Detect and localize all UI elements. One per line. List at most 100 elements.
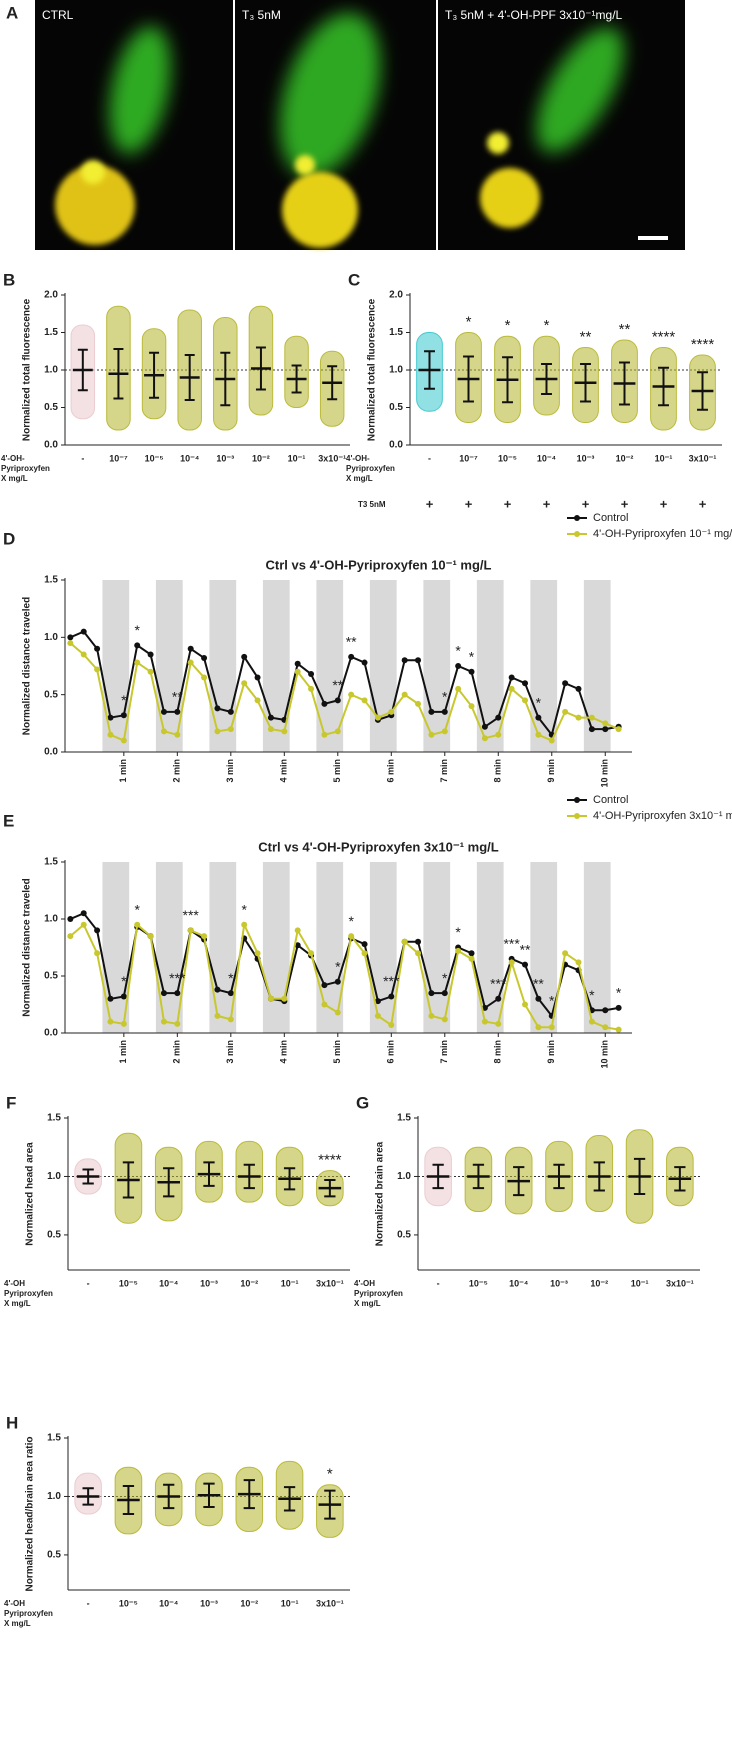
data-point: [227, 708, 234, 715]
y-tick-label: 1.5: [389, 327, 403, 338]
row-label: 4'-OH: [4, 1599, 25, 1608]
x-tick-label: 10⁻⁷: [459, 453, 478, 463]
row-label: Pyriproxyfen: [354, 1289, 403, 1298]
data-point: [348, 691, 355, 698]
data-point: [67, 634, 74, 641]
data-point: [187, 645, 194, 652]
data-point: [602, 726, 609, 733]
data-point: [415, 700, 422, 707]
data-point: [602, 1024, 609, 1031]
data-point: [134, 642, 141, 649]
data-point: [120, 1020, 127, 1027]
image-label: T₃ 5nM + 4'-OH-PPF 3x10⁻¹mg/L: [445, 8, 623, 22]
significance: **: [533, 976, 544, 992]
legend-marker: [574, 531, 580, 537]
significance: *: [442, 689, 448, 705]
data-point: [562, 708, 569, 715]
data-point: [334, 728, 341, 735]
data-point: [241, 921, 248, 928]
significance: *: [536, 694, 542, 710]
x-tick-label: 10⁻⁴: [509, 1278, 528, 1288]
image-t3: [279, 12, 381, 248]
data-point: [160, 708, 167, 715]
row-value: +: [426, 496, 434, 511]
x-tick-label: 10 min: [600, 759, 610, 788]
data-point: [94, 950, 101, 957]
x-tick-label: 1 min: [118, 759, 128, 783]
significance: ***: [183, 907, 200, 923]
data-point: [160, 1018, 167, 1025]
x-tick-label: 4 min: [279, 759, 289, 783]
significance: **: [332, 677, 343, 693]
data-point: [535, 731, 542, 738]
data-point: [160, 728, 167, 735]
y-tick-label: 1.5: [397, 1113, 411, 1124]
row-value: +: [582, 496, 590, 511]
row-label: 4'-OH: [4, 1279, 25, 1288]
y-axis-label: Normalized brain area: [375, 1141, 386, 1246]
row-value: +: [699, 496, 707, 511]
image-label: T₃ 5nM: [242, 8, 281, 22]
data-point: [562, 950, 569, 957]
data-point: [334, 697, 341, 704]
data-point: [227, 726, 234, 733]
x-tick-label: 3x10⁻¹: [316, 1598, 344, 1608]
significance: *: [228, 970, 234, 986]
x-tick-label: 10⁻²: [240, 1278, 258, 1288]
data-point: [468, 950, 475, 957]
row-label: X mg/L: [4, 1299, 31, 1308]
y-tick-label: 1.0: [44, 632, 58, 643]
data-point: [80, 910, 87, 917]
x-tick-label: 10 min: [600, 1040, 610, 1069]
data-point: [508, 674, 515, 681]
data-point: [94, 927, 101, 934]
y-tick-label: 0.5: [44, 689, 58, 700]
x-tick-label: 10⁻⁴: [180, 453, 199, 463]
data-point: [374, 714, 381, 721]
data-point: [107, 995, 114, 1002]
data-point: [308, 950, 315, 957]
data-point: [401, 938, 408, 945]
x-tick-label: 10⁻⁷: [109, 453, 128, 463]
y-axis-label: Normalized total fluorescence: [22, 298, 33, 441]
dark-period: [209, 862, 237, 1033]
data-point: [294, 668, 301, 675]
dark-period: [102, 580, 130, 752]
y-axis-label: Normalized head/brain area ratio: [25, 1436, 36, 1591]
x-tick-label: 10⁻¹: [281, 1278, 299, 1288]
y-axis-label: Normalized head area: [25, 1142, 36, 1246]
x-tick-label: 10⁻⁵: [119, 1278, 138, 1288]
y-tick-label: 1.5: [47, 1433, 61, 1444]
significance: *: [469, 648, 475, 664]
data-point: [80, 628, 87, 635]
row-label: 4'-OH-: [346, 454, 370, 463]
data-point: [241, 653, 248, 660]
data-point: [321, 731, 328, 738]
series-line: [69, 642, 620, 742]
y-tick-label: 2.0: [44, 290, 58, 301]
data-point: [334, 978, 341, 985]
significance: ***: [503, 936, 520, 952]
x-tick-label: 3x10⁻¹: [689, 453, 717, 463]
legend-label: 4'-OH-Pyriproxyfen 10⁻¹ mg/L: [593, 528, 732, 540]
row-value: +: [465, 496, 473, 511]
image-label: CTRL: [42, 8, 74, 22]
data-point: [615, 726, 622, 733]
data-point: [602, 1007, 609, 1014]
data-point: [468, 668, 475, 675]
x-tick-label: 5 min: [332, 1040, 342, 1064]
x-tick-label: -: [81, 453, 84, 463]
data-point: [80, 651, 87, 658]
data-point: [94, 666, 101, 673]
x-tick-label: 10⁻⁴: [159, 1598, 178, 1608]
significance: ****: [318, 1152, 342, 1169]
data-point: [441, 1016, 448, 1023]
data-point: [187, 659, 194, 666]
panel-letter: F: [6, 1093, 16, 1112]
significance: *: [544, 317, 550, 334]
dark-period: [369, 580, 397, 752]
y-tick-label: 1.0: [44, 914, 58, 925]
data-point: [348, 653, 355, 660]
series-line: [69, 630, 619, 738]
data-point: [214, 728, 221, 735]
